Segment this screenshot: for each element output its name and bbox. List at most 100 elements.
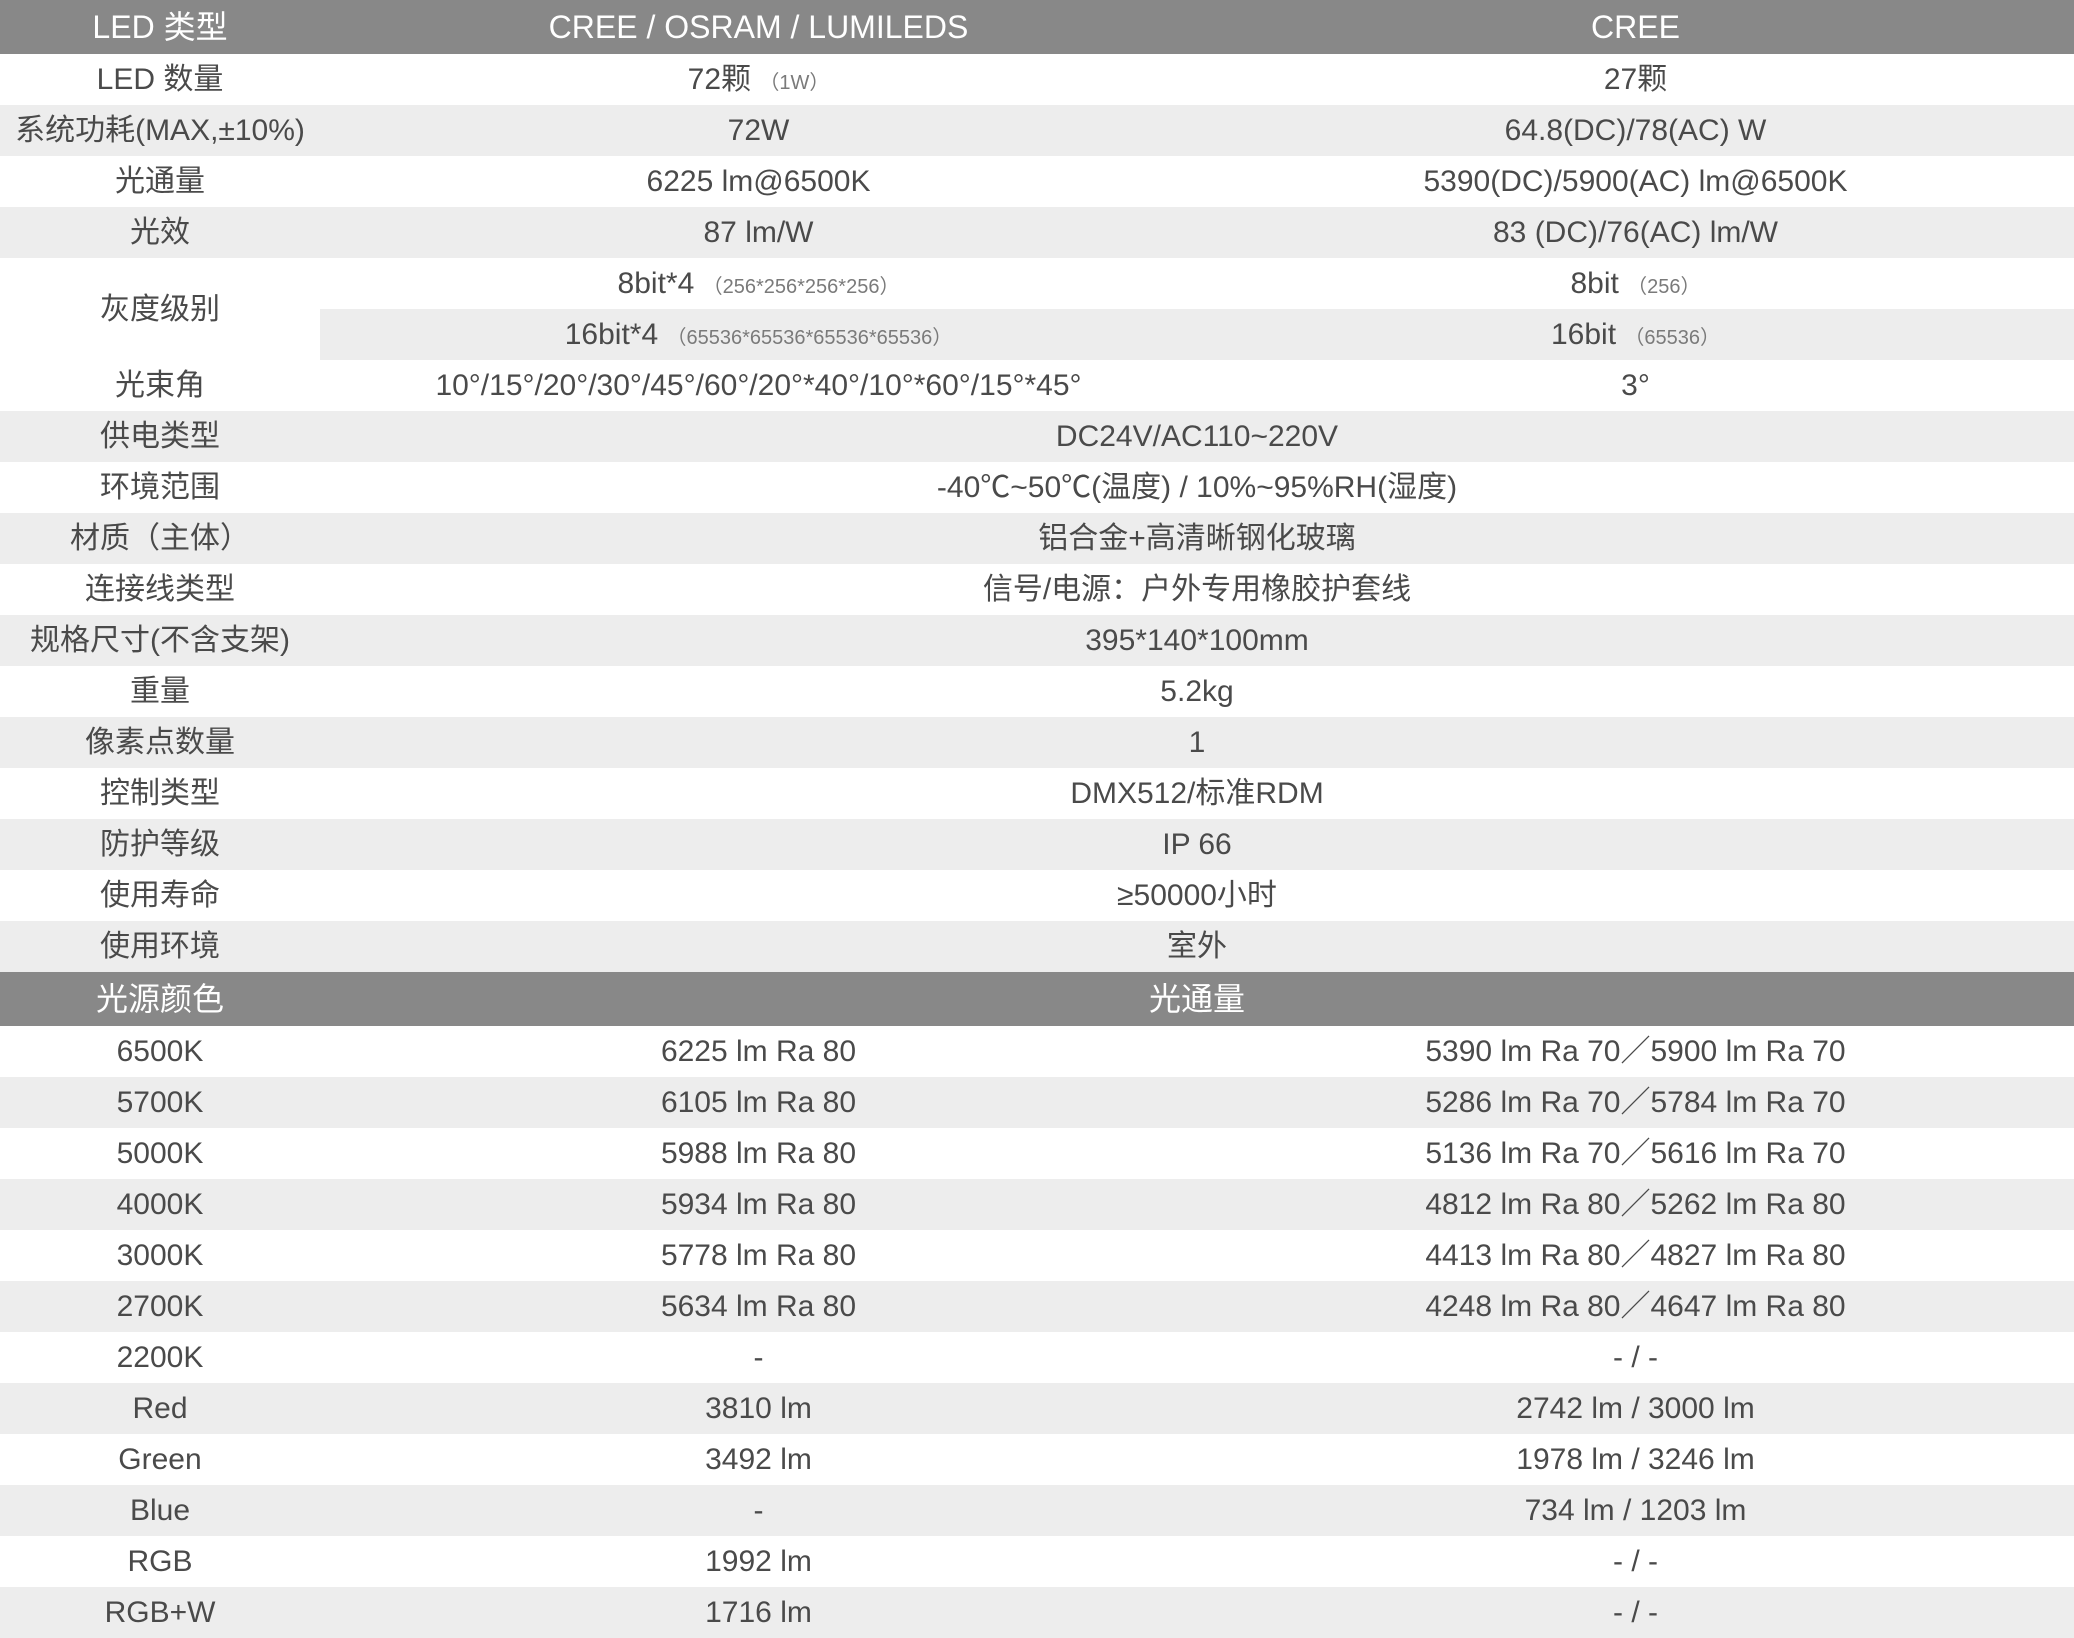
spec-row: 材质（主体）铝合金+高清晰钢化玻璃	[0, 513, 2074, 564]
row-label: 灰度级别	[0, 258, 320, 360]
spec-table: LED 类型CREE / OSRAM / LUMILEDSCREELED 数量7…	[0, 0, 2074, 1638]
lumen-label: 6500K	[0, 1026, 320, 1077]
lumen-row: Green3492 lm1978 lm / 3246 lm	[0, 1434, 2074, 1485]
lumen-value-b: - / -	[1197, 1587, 2074, 1638]
spec-row: 供电类型DC24V/AC110~220V	[0, 411, 2074, 462]
lumen-value-a: 5634 lm Ra 80	[320, 1281, 1197, 1332]
spec-row: LED 数量72颗 （1W）27颗	[0, 54, 2074, 105]
row-value-merged: -40℃~50℃(温度) / 10%~95%RH(湿度)	[320, 462, 2074, 513]
lumen-value-a: 3810 lm	[320, 1383, 1197, 1434]
section-header-value: 光通量	[320, 972, 2074, 1026]
lumen-value-b: 4413 lm Ra 80／4827 lm Ra 80	[1197, 1230, 2074, 1281]
lumen-value-b: - / -	[1197, 1536, 2074, 1587]
lumen-value-a: -	[320, 1485, 1197, 1536]
spec-row: 光效87 lm/W83 (DC)/76(AC) lm/W	[0, 207, 2074, 258]
lumen-value-b: - / -	[1197, 1332, 2074, 1383]
row-value-a: 72W	[320, 105, 1197, 156]
lumen-row: 2200K-- / -	[0, 1332, 2074, 1383]
row-value-a: 6225 lm@6500K	[320, 156, 1197, 207]
row-label: 使用寿命	[0, 870, 320, 921]
row-value-merged: 铝合金+高清晰钢化玻璃	[320, 513, 2074, 564]
spec-row: 连接线类型信号/电源：户外专用橡胶护套线	[0, 564, 2074, 615]
row-value-merged: IP 66	[320, 819, 2074, 870]
row-label: 使用环境	[0, 921, 320, 972]
row-label: 供电类型	[0, 411, 320, 462]
spec-row: 控制类型DMX512/标准RDM	[0, 768, 2074, 819]
row-label: 光束角	[0, 360, 320, 411]
row-label: 防护等级	[0, 819, 320, 870]
spec-row: 使用寿命≥50000小时	[0, 870, 2074, 921]
lumen-row: Blue-734 lm / 1203 lm	[0, 1485, 2074, 1536]
lumen-value-b: 4248 lm Ra 80／4647 lm Ra 80	[1197, 1281, 2074, 1332]
row-value-b: 64.8(DC)/78(AC) W	[1197, 105, 2074, 156]
section-header-label: 光源颜色	[0, 972, 320, 1026]
spec-row: 光通量6225 lm@6500K5390(DC)/5900(AC) lm@650…	[0, 156, 2074, 207]
lumen-value-b: 1978 lm / 3246 lm	[1197, 1434, 2074, 1485]
row-value-a: 72颗 （1W）	[320, 54, 1197, 105]
spec-row: 灰度级别8bit*4 （256*256*256*256）8bit （256）	[0, 258, 2074, 309]
row-label: 光效	[0, 207, 320, 258]
header-row: LED 类型CREE / OSRAM / LUMILEDSCREE	[0, 0, 2074, 54]
row-label: LED 数量	[0, 54, 320, 105]
row-label: 规格尺寸(不含支架)	[0, 615, 320, 666]
lumen-row: 5000K5988 lm Ra 805136 lm Ra 70／5616 lm …	[0, 1128, 2074, 1179]
row-value-a: 87 lm/W	[320, 207, 1197, 258]
row-value-b: 3°	[1197, 360, 2074, 411]
lumen-label: Red	[0, 1383, 320, 1434]
row-label: 重量	[0, 666, 320, 717]
row-value-merged: 室外	[320, 921, 2074, 972]
row-value-b: 5390(DC)/5900(AC) lm@6500K	[1197, 156, 2074, 207]
row-value-a: 8bit*4 （256*256*256*256）	[320, 258, 1197, 309]
row-value-b: 83 (DC)/76(AC) lm/W	[1197, 207, 2074, 258]
spec-row: 防护等级IP 66	[0, 819, 2074, 870]
spec-row: 系统功耗(MAX,±10%)72W64.8(DC)/78(AC) W	[0, 105, 2074, 156]
lumen-label: 3000K	[0, 1230, 320, 1281]
lumen-label: 5000K	[0, 1128, 320, 1179]
lumen-label: 2700K	[0, 1281, 320, 1332]
row-value-a: 10°/15°/20°/30°/45°/60°/20°*40°/10°*60°/…	[320, 360, 1197, 411]
spec-row: 使用环境室外	[0, 921, 2074, 972]
section-header-row: 光源颜色光通量	[0, 972, 2074, 1026]
row-value-merged: 1	[320, 717, 2074, 768]
lumen-row: RGB1992 lm- / -	[0, 1536, 2074, 1587]
row-value-merged: ≥50000小时	[320, 870, 2074, 921]
lumen-value-a: 6225 lm Ra 80	[320, 1026, 1197, 1077]
lumen-label: Blue	[0, 1485, 320, 1536]
lumen-row: 3000K5778 lm Ra 804413 lm Ra 80／4827 lm …	[0, 1230, 2074, 1281]
lumen-value-a: 1716 lm	[320, 1587, 1197, 1638]
row-value-a: 16bit*4 （65536*65536*65536*65536）	[320, 309, 1197, 360]
lumen-value-a: -	[320, 1332, 1197, 1383]
lumen-row: 5700K6105 lm Ra 805286 lm Ra 70／5784 lm …	[0, 1077, 2074, 1128]
row-value-merged: 信号/电源：户外专用橡胶护套线	[320, 564, 2074, 615]
spec-row: 重量5.2kg	[0, 666, 2074, 717]
row-value-merged: DMX512/标准RDM	[320, 768, 2074, 819]
lumen-label: RGB+W	[0, 1587, 320, 1638]
row-label: 控制类型	[0, 768, 320, 819]
lumen-label: 4000K	[0, 1179, 320, 1230]
row-label: 系统功耗(MAX,±10%)	[0, 105, 320, 156]
lumen-value-b: 5286 lm Ra 70／5784 lm Ra 70	[1197, 1077, 2074, 1128]
lumen-value-a: 5988 lm Ra 80	[320, 1128, 1197, 1179]
lumen-row: Red3810 lm2742 lm / 3000 lm	[0, 1383, 2074, 1434]
lumen-value-a: 6105 lm Ra 80	[320, 1077, 1197, 1128]
lumen-row: 4000K5934 lm Ra 804812 lm Ra 80／5262 lm …	[0, 1179, 2074, 1230]
lumen-row: 6500K6225 lm Ra 805390 lm Ra 70／5900 lm …	[0, 1026, 2074, 1077]
row-value-b: 8bit （256）	[1197, 258, 2074, 309]
row-value-merged: DC24V/AC110~220V	[320, 411, 2074, 462]
row-label: 像素点数量	[0, 717, 320, 768]
row-value-merged: 5.2kg	[320, 666, 2074, 717]
lumen-label: RGB	[0, 1536, 320, 1587]
lumen-value-a: 5934 lm Ra 80	[320, 1179, 1197, 1230]
header-col-a: CREE / OSRAM / LUMILEDS	[320, 0, 1197, 54]
spec-row: 环境范围-40℃~50℃(温度) / 10%~95%RH(湿度)	[0, 462, 2074, 513]
lumen-value-a: 5778 lm Ra 80	[320, 1230, 1197, 1281]
lumen-value-b: 4812 lm Ra 80／5262 lm Ra 80	[1197, 1179, 2074, 1230]
row-label: 连接线类型	[0, 564, 320, 615]
lumen-label: Green	[0, 1434, 320, 1485]
lumen-value-b: 5390 lm Ra 70／5900 lm Ra 70	[1197, 1026, 2074, 1077]
lumen-row: RGB+W1716 lm- / -	[0, 1587, 2074, 1638]
spec-row: 规格尺寸(不含支架)395*140*100mm	[0, 615, 2074, 666]
spec-row: 像素点数量1	[0, 717, 2074, 768]
row-label: 材质（主体）	[0, 513, 320, 564]
row-value-b: 27颗	[1197, 54, 2074, 105]
